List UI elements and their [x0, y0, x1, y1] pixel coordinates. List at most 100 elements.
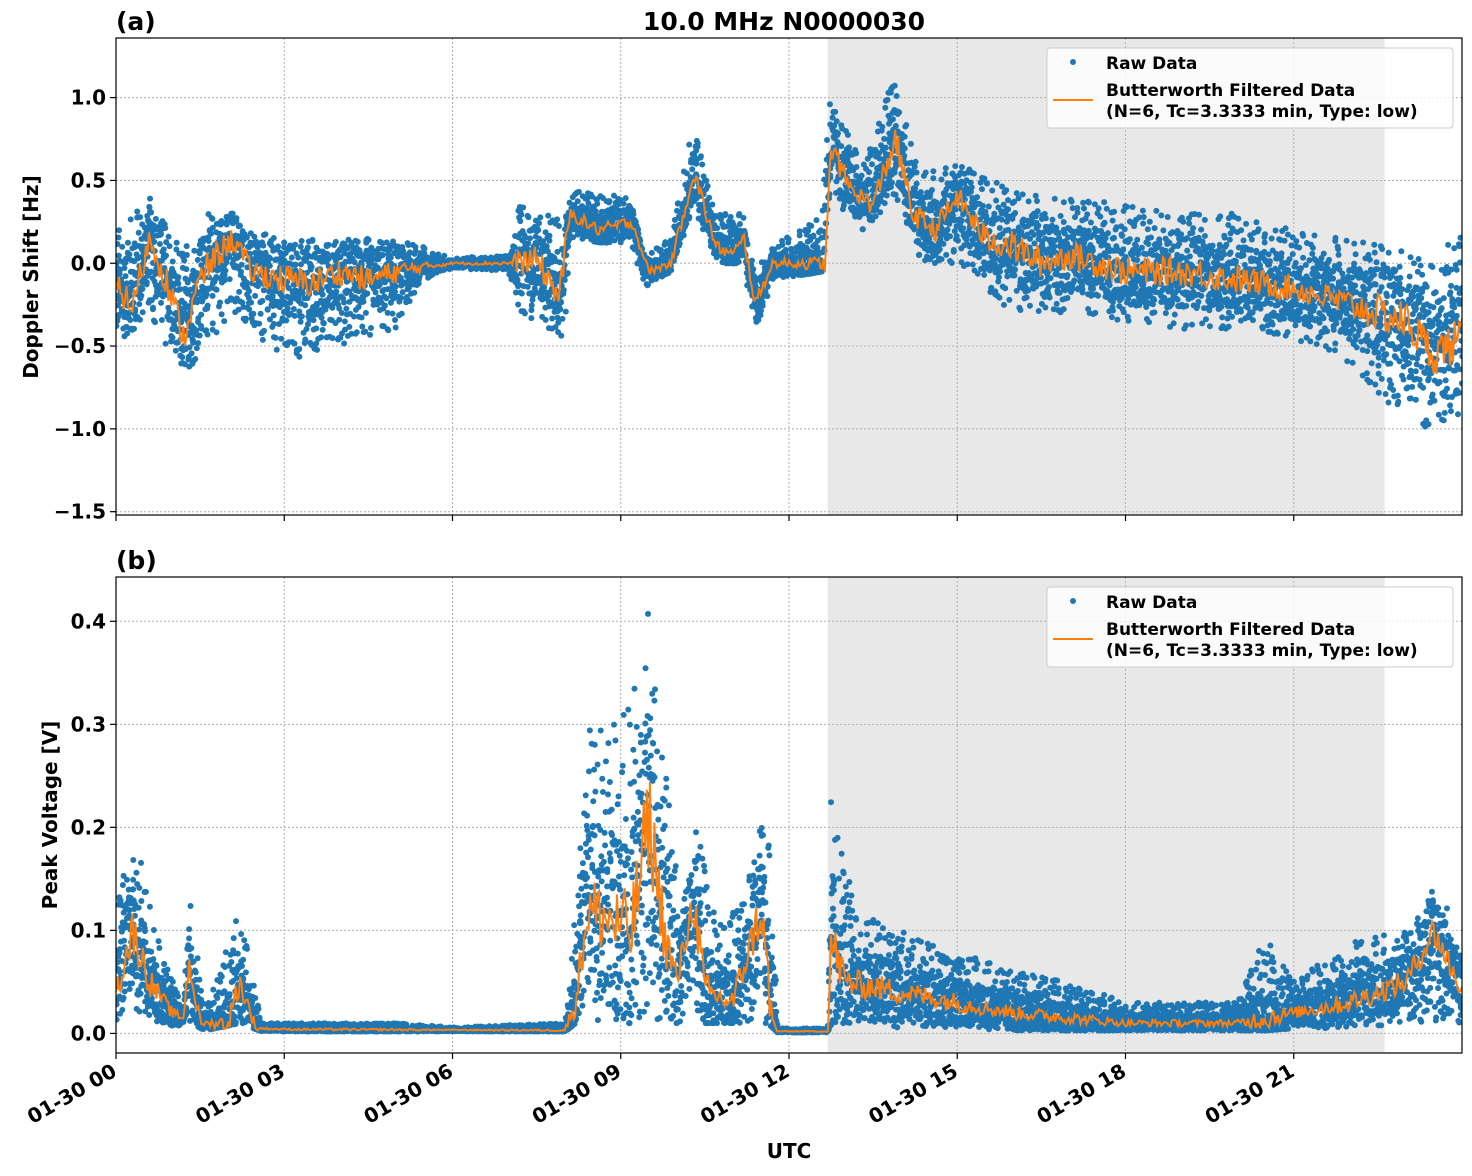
raw-point	[1011, 272, 1017, 278]
raw-point	[942, 171, 948, 177]
raw-point	[1017, 307, 1023, 313]
raw-point	[393, 284, 399, 290]
raw-point	[367, 332, 373, 338]
raw-point	[1064, 272, 1070, 278]
raw-point	[902, 134, 908, 140]
raw-point	[1033, 193, 1039, 199]
raw-point	[703, 178, 709, 184]
raw-point	[1127, 236, 1133, 242]
raw-point	[198, 312, 204, 318]
raw-point	[1014, 190, 1020, 196]
raw-point	[947, 233, 953, 239]
raw-point	[210, 293, 216, 299]
raw-point	[866, 169, 872, 175]
raw-point	[1086, 200, 1092, 206]
raw-point	[1110, 218, 1116, 224]
raw-point	[621, 201, 627, 207]
raw-point	[960, 225, 966, 231]
raw-point	[737, 221, 743, 227]
raw-point	[786, 236, 792, 242]
raw-point	[1069, 199, 1075, 205]
raw-point	[1026, 198, 1032, 204]
raw-point	[1056, 230, 1062, 236]
raw-point	[749, 258, 755, 264]
raw-point	[575, 198, 581, 204]
raw-point	[1027, 303, 1033, 309]
raw-point	[298, 244, 304, 250]
raw-point	[970, 261, 976, 267]
raw-point	[341, 341, 347, 347]
raw-point	[559, 316, 565, 322]
raw-point	[535, 227, 541, 233]
raw-point	[189, 350, 195, 356]
raw-point	[914, 181, 920, 187]
raw-point	[292, 242, 298, 248]
raw-point	[170, 335, 176, 341]
raw-point	[714, 225, 720, 231]
raw-point	[877, 209, 883, 215]
raw-point	[698, 153, 704, 159]
raw-point	[1090, 286, 1096, 292]
raw-point	[343, 306, 349, 312]
raw-point	[959, 218, 965, 224]
raw-point	[184, 243, 190, 249]
raw-point	[813, 217, 819, 223]
raw-point	[999, 217, 1005, 223]
raw-point	[244, 279, 250, 285]
raw-point	[341, 299, 347, 305]
raw-point	[157, 241, 163, 247]
raw-point	[686, 142, 692, 148]
raw-point	[594, 201, 600, 207]
raw-point	[1133, 284, 1139, 290]
raw-point	[210, 320, 216, 326]
raw-point	[518, 212, 524, 218]
raw-point	[930, 168, 936, 174]
raw-point	[289, 255, 295, 261]
y-axis-label-a: Doppler Shift [Hz]	[19, 175, 43, 379]
raw-point	[265, 307, 271, 313]
raw-point	[206, 238, 212, 244]
raw-point	[267, 256, 273, 262]
raw-point	[1122, 226, 1128, 232]
raw-point	[649, 250, 655, 256]
raw-point	[127, 317, 133, 323]
raw-point	[131, 326, 137, 332]
raw-point	[889, 180, 895, 186]
raw-point	[1119, 233, 1125, 239]
raw-point	[1054, 301, 1060, 307]
raw-point	[1024, 294, 1030, 300]
raw-point	[1080, 200, 1086, 206]
raw-point	[148, 209, 154, 215]
raw-point	[1111, 209, 1117, 215]
raw-point	[686, 214, 692, 220]
raw-point	[1002, 285, 1008, 291]
raw-point	[1097, 214, 1103, 220]
raw-point	[1051, 243, 1057, 249]
raw-point	[1005, 206, 1011, 212]
raw-point	[968, 189, 974, 195]
raw-point	[779, 242, 785, 248]
raw-point	[873, 213, 879, 219]
raw-point	[1047, 294, 1053, 300]
raw-point	[236, 289, 242, 295]
raw-point	[250, 311, 256, 317]
raw-point	[116, 227, 122, 233]
raw-point	[883, 145, 889, 151]
raw-point	[138, 293, 144, 299]
raw-point	[163, 253, 169, 259]
raw-point	[1003, 187, 1009, 193]
raw-point	[1004, 273, 1010, 279]
raw-point	[543, 243, 549, 249]
raw-point	[879, 128, 885, 134]
raw-point	[221, 318, 227, 324]
raw-point	[355, 239, 361, 245]
raw-point	[980, 203, 986, 209]
raw-point	[951, 247, 957, 253]
raw-point	[271, 235, 277, 241]
raw-point	[167, 243, 173, 249]
raw-point	[808, 223, 814, 229]
raw-point	[968, 180, 974, 186]
raw-point	[939, 256, 945, 262]
raw-point	[520, 204, 526, 210]
